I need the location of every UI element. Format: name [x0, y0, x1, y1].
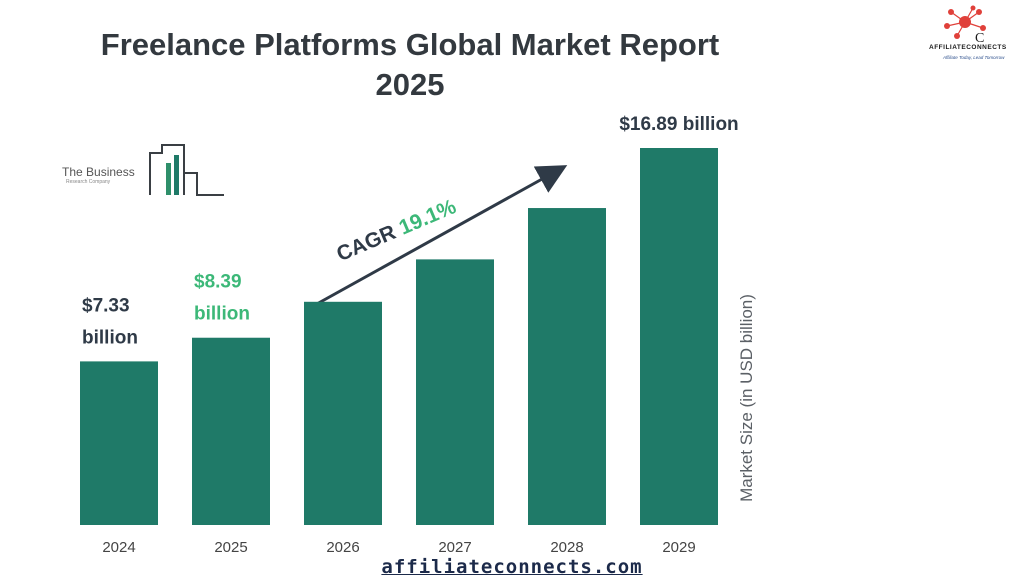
x-tick-label: 2026 — [326, 539, 359, 556]
bar-2025 — [192, 337, 270, 525]
source-logo-text: The Business — [62, 165, 135, 179]
bar-2026 — [304, 301, 382, 525]
x-tick-label: 2024 — [102, 539, 135, 556]
bar-value-label: $16.89 billion — [619, 114, 738, 135]
y-axis-title: Market Size (in USD billion) — [737, 294, 756, 502]
bar-2024 — [80, 361, 158, 525]
source-logo-subtext: Research Company — [66, 179, 111, 185]
x-tick-label: 2028 — [550, 539, 583, 556]
bar-value-label: $7.33 — [82, 295, 130, 316]
chart-title-line1: Freelance Platforms Global Market Report — [100, 27, 720, 62]
bar-2028 — [528, 208, 606, 526]
brand-tagline: Affiliate Today, Lead Tomorrow — [943, 55, 1005, 60]
x-tick-label: 2027 — [438, 539, 471, 556]
bar-2029 — [640, 148, 718, 525]
brand-name: AFFILIATECONNECTS — [929, 44, 1007, 51]
x-tick-label: 2029 — [662, 539, 695, 556]
website-link[interactable]: affiliateconnects.com — [381, 556, 643, 578]
chart-title-line2: 2025 — [375, 67, 445, 102]
bar-value-label: $8.39 — [194, 272, 242, 293]
cagr-arrow — [314, 165, 568, 307]
network-logo-icon: C — [944, 5, 986, 46]
source-logo: The Business Research Company — [62, 143, 227, 198]
bar-value-label: billion — [194, 304, 250, 325]
building-logo-icon — [149, 144, 224, 196]
svg-text:C: C — [975, 31, 984, 44]
x-tick-label: 2025 — [214, 539, 247, 556]
bar-2027 — [416, 259, 494, 525]
brand-logo: C AFFILIATECONNECTS Affiliate Today, Lea… — [925, 4, 1017, 66]
bar-value-label: billion — [82, 327, 138, 348]
